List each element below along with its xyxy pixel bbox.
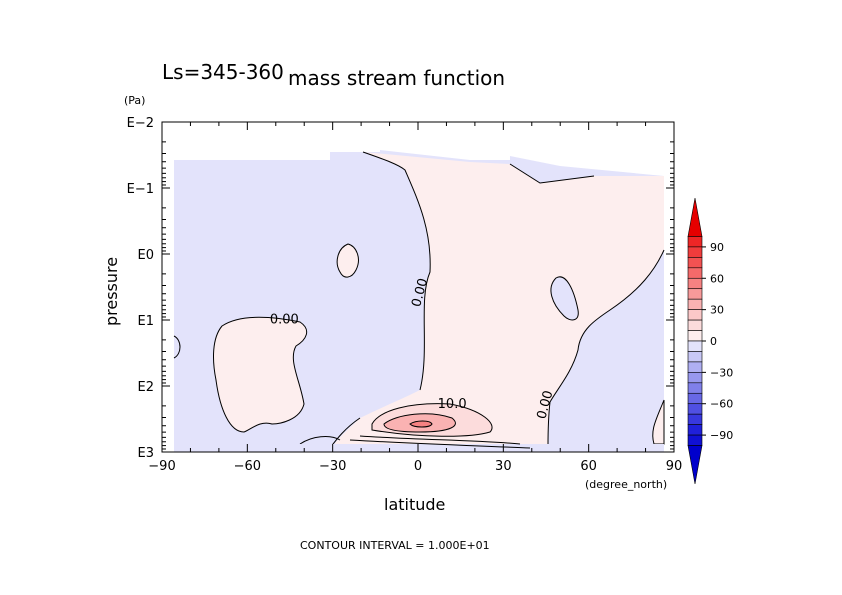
x-tick-label: −60 xyxy=(234,459,261,474)
colorbar-label: 0 xyxy=(710,335,717,348)
x-tick-label: 60 xyxy=(580,459,597,474)
x-tick-label: 90 xyxy=(666,459,683,474)
colorbar-bin xyxy=(687,277,703,290)
core-contour-30 xyxy=(409,420,433,428)
colorbar-bin xyxy=(687,392,703,405)
x-tick-labels: −90 −60 −30 0 30 60 90 xyxy=(148,459,682,474)
contour-label: 0.00 xyxy=(409,277,431,309)
colorbar-bin xyxy=(687,330,703,342)
contour-labels: 0.00 0.00 10.0 0.00 xyxy=(270,277,557,421)
colorbar-bin xyxy=(687,382,703,394)
axis-ticks xyxy=(161,121,675,453)
y-unit: (Pa) xyxy=(124,94,145,107)
colorbar-bin xyxy=(687,434,703,446)
x-tick-label: −30 xyxy=(319,459,346,474)
colorbar-bin xyxy=(687,351,703,363)
colorbar-bin xyxy=(687,403,703,415)
colorbar-bin xyxy=(687,267,703,279)
colorbar-bin xyxy=(687,413,703,425)
positive-region-main xyxy=(330,152,664,452)
y-tick-label: E2 xyxy=(138,380,155,395)
y-tick-label: E−1 xyxy=(127,182,154,197)
chart-title: mass stream function xyxy=(288,66,505,90)
colorbar-bin xyxy=(687,445,703,485)
colorbar: 90 60 30 0 −30 −60 −90 xyxy=(687,197,733,485)
negative-region-lens xyxy=(550,276,579,321)
positive-region-small xyxy=(336,243,359,278)
zero-contour-east xyxy=(509,163,665,447)
x-axis-label: latitude xyxy=(384,495,445,514)
colorbar-bin xyxy=(687,298,703,310)
contour-label: 0.00 xyxy=(534,389,556,421)
colorbar-bin xyxy=(687,319,703,331)
colorbar-bin xyxy=(687,340,703,352)
colorbar-label: −30 xyxy=(710,366,733,379)
y-tick-labels: E−2 E−1 E0 E1 E2 E3 xyxy=(127,116,154,461)
colorbar-bin xyxy=(687,246,703,258)
colorbar-bin xyxy=(687,288,703,300)
zero-contour-edge xyxy=(173,335,181,359)
colorbar-bin xyxy=(687,361,703,373)
colorbar-label: 60 xyxy=(710,272,724,285)
colorbar-bin xyxy=(687,197,703,237)
colorbar-bin xyxy=(687,309,703,321)
contour-interval: CONTOUR INTERVAL = 1.000E+01 xyxy=(300,539,490,552)
colorbar-bin xyxy=(687,372,703,384)
colorbar-bin xyxy=(687,257,703,269)
contour-label: 0.00 xyxy=(270,312,299,327)
x-tick-label: 0 xyxy=(414,459,422,474)
zero-contour-main xyxy=(362,151,431,391)
colorbar-bin xyxy=(687,236,703,248)
colorbar-label: 30 xyxy=(710,304,724,317)
y-tick-label: E3 xyxy=(138,446,155,461)
y-tick-label: E1 xyxy=(138,314,155,329)
colorbar-label: 90 xyxy=(710,241,724,254)
x-tick-label: 30 xyxy=(495,459,512,474)
y-tick-label: E0 xyxy=(138,248,155,263)
contour-label: 10.0 xyxy=(438,397,467,412)
chart-subtitle: Ls=345-360 xyxy=(162,60,284,84)
lower-layer-lines xyxy=(349,435,531,449)
y-axis-label: pressure xyxy=(102,257,121,326)
positive-region-left xyxy=(213,316,308,433)
x-unit: (degree_north) xyxy=(585,478,667,491)
colorbar-label: −60 xyxy=(710,398,733,411)
x-tick-label: −90 xyxy=(148,459,175,474)
colorbar-label: −90 xyxy=(710,429,733,442)
y-tick-label: E−2 xyxy=(127,116,154,131)
colorbar-bin xyxy=(687,424,703,436)
plot-area xyxy=(162,122,674,452)
